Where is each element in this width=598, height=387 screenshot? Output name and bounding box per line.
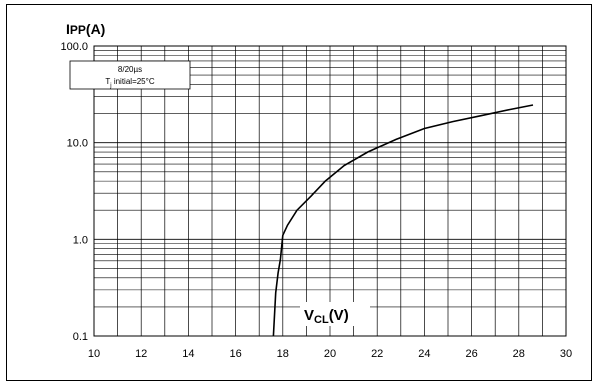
x-tick-label: 30 — [560, 348, 572, 360]
chart-frame — [6, 4, 592, 381]
x-tick-label: 14 — [182, 348, 194, 360]
x-tick-label: 12 — [135, 348, 147, 360]
plot-border — [93, 45, 567, 337]
y-tick-label: 100.0 — [60, 41, 88, 53]
grid — [93, 45, 567, 337]
x-tick-label: 24 — [418, 348, 430, 360]
conditions-box: 8/20µs Tj initial=25°C — [69, 60, 191, 90]
y-tick-label: 1.0 — [73, 234, 88, 246]
temperature-label: Tj initial=25°C — [105, 77, 154, 89]
x-axis-label-background — [300, 302, 370, 326]
x-tick-label: 20 — [324, 348, 336, 360]
x-axis-label: VCL(V) — [304, 307, 349, 326]
y-tick-labels: 0.1 1.0 10.0 100.0 — [60, 41, 88, 343]
x-tick-label: 18 — [277, 348, 289, 360]
y-tick-label: 0.1 — [73, 331, 88, 343]
conditions-box-border — [69, 60, 191, 90]
y-tick-label: 10.0 — [67, 138, 88, 150]
x-tick-label: 10 — [88, 348, 100, 360]
x-tick-labels: 10 12 14 16 18 20 22 24 26 28 30 — [88, 348, 572, 360]
pulse-label: 8/20µs — [118, 65, 142, 74]
y-axis-label: IPP(A) — [66, 21, 105, 37]
series-line — [272, 104, 534, 337]
x-tick-label: 28 — [513, 348, 525, 360]
x-tick-label: 22 — [371, 348, 383, 360]
x-tick-label: 16 — [229, 348, 241, 360]
x-tick-label: 26 — [465, 348, 477, 360]
